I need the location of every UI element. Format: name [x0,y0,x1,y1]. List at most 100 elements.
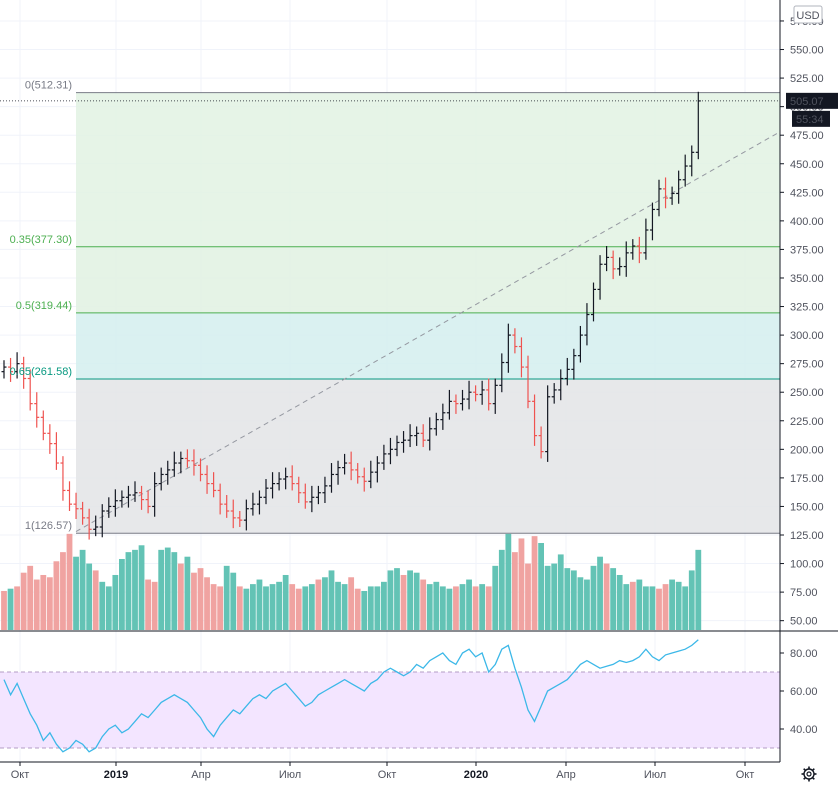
volume-bar [276,581,282,630]
volume-bar [328,570,335,630]
volume-bar [361,590,368,630]
volume-bar [584,579,590,630]
volume-bar [682,586,689,630]
volume-bar [250,584,256,630]
volume-bar [387,570,394,630]
volume-bar [662,584,669,630]
fib-level-label: 0.65(261.58) [10,366,72,378]
volume-bar [348,577,355,630]
time-axis-label: Апр [191,769,210,781]
price-axis-label: 325.00 [790,302,824,314]
fib-zone [76,378,780,534]
fib-level-label: 0.35(377.30) [10,234,72,246]
gear-tooth [811,768,815,772]
volume-bar [629,581,636,630]
volume-bar [282,574,289,630]
fib-zone [76,312,780,379]
price-axis-label: 475.00 [790,130,824,142]
volume-bar [544,565,551,630]
volume-bar [492,565,499,630]
volume-bar [145,579,151,630]
volume-bar [433,581,440,630]
gear-icon[interactable] [801,766,817,782]
volume-bar [53,561,60,630]
volume-bar [616,574,623,630]
gear-tooth [811,776,815,780]
rsi-axis-label: 80.00 [790,648,818,660]
volume-bar [446,588,453,630]
volume-bar [577,577,584,630]
volume-bar [20,572,27,630]
volume-bar [7,588,14,630]
volume-bar [597,556,603,630]
volume-bar [636,579,643,630]
volume-bar [33,579,40,630]
volume-bar [472,586,479,630]
price-axis-label: 50.00 [790,616,818,628]
volume-bar [367,586,374,630]
volume-bar [119,558,125,630]
volume-bar [27,565,34,630]
volume-bar [177,563,184,630]
last-price-box [786,92,838,109]
rsi-line [3,639,699,753]
volume-bar [485,586,492,630]
volume-bar [171,552,178,630]
volume-bar [197,568,204,630]
volume-bar [1,590,7,630]
price-axis-label: 400.00 [790,216,824,228]
volume-bar [105,586,112,630]
fib-level-label: 0(512.31) [25,80,72,92]
volume-bar [498,549,505,630]
volume-bar [66,533,73,630]
currency-badge: USD [793,5,823,24]
rsi-pane [0,639,780,753]
overlay-labels: 0(512.31) 0.35(377.30) 0.5(319.44) 0.65(261… [0,5,838,532]
gear-ring [803,768,815,780]
volume-bar [374,586,381,630]
volume-bar [341,584,348,630]
volume-bar [79,549,86,630]
price-axis-label: 275.00 [790,359,824,371]
volume-bar [439,586,446,630]
rsi-band [0,672,780,748]
currency-badge-box [793,5,823,24]
price-axis-label: 200.00 [790,444,824,456]
time-axis-label: Июл [644,769,666,781]
volume-bar [40,574,47,630]
volume-bar [184,556,191,630]
volume-bar [643,586,649,630]
volume-bar [158,549,165,630]
volume-bar [217,586,224,630]
time-axis-label: Окт [11,769,30,781]
fib-level-label: 1(126.57) [25,520,72,532]
price-axis-label: 550.00 [790,45,824,57]
volume-bar [14,586,20,630]
volume-bar [610,568,617,630]
volume-bar [335,581,341,630]
volume-bar [590,565,597,630]
gear-tooth [803,768,807,772]
price-axis-label: 250.00 [790,387,824,399]
gear-hub [806,771,812,777]
volume-bar [99,581,106,630]
volume-bar [531,536,538,630]
timer-box [792,110,830,127]
volume-bar [381,581,387,630]
volume-bar [479,584,486,630]
volume-bar [413,572,420,630]
time-axis-label: Апр [556,769,575,781]
last-price-text: 505.07 [790,96,824,108]
volume-bar [132,549,138,630]
volume-bar [256,579,263,630]
timer-text: 55:34 [796,114,824,126]
volume-bar [603,563,610,630]
volume-bar [466,579,472,630]
fib-zone [76,246,780,313]
gear-tooth [803,776,807,780]
volume-bar [512,552,518,630]
price-axis-label: 225.00 [790,416,824,428]
rsi-axis-label: 40.00 [790,724,818,736]
volume-bar [505,533,512,630]
